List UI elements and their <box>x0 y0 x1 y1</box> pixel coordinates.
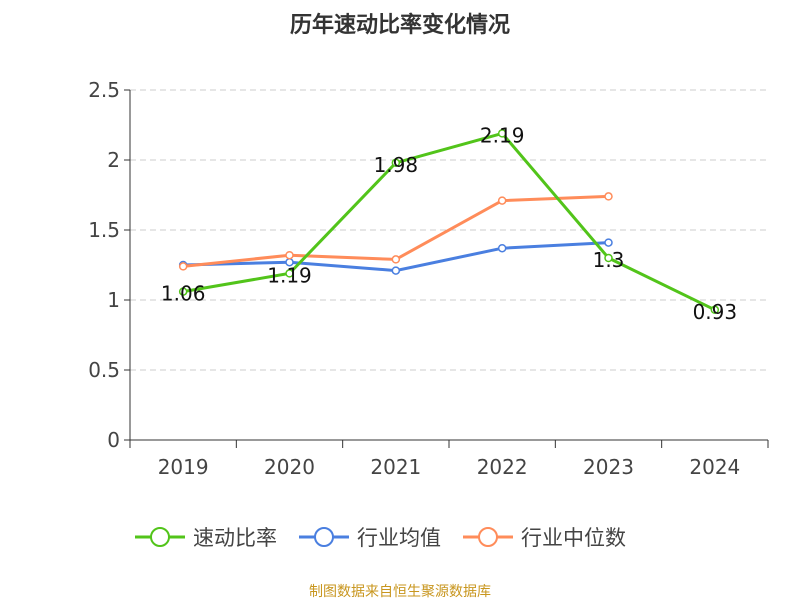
y-tick-label: 0 <box>107 428 120 452</box>
data-point[interactable] <box>391 255 401 264</box>
x-tick-label: 2020 <box>264 455 315 479</box>
legend-circle-icon <box>478 527 498 547</box>
data-point[interactable] <box>391 158 401 168</box>
legend-item-0[interactable]: 速动比率 <box>135 526 277 550</box>
legend-circle-icon <box>314 527 334 547</box>
series-line-0 <box>182 131 716 312</box>
data-label: 1.19 <box>267 263 312 287</box>
chart-title: 历年速动比率变化情况 <box>290 12 510 38</box>
data-point[interactable] <box>497 243 507 253</box>
data-point[interactable] <box>710 305 720 315</box>
data-point[interactable] <box>178 262 188 271</box>
legend-circle-icon <box>150 527 170 547</box>
data-label: 1.06 <box>161 282 206 306</box>
x-tick-label: 2021 <box>370 455 421 479</box>
x-tick-label: 2019 <box>158 455 209 479</box>
y-tick-label: 1 <box>107 288 120 312</box>
data-label: 1.98 <box>374 153 419 177</box>
x-tick-label: 2023 <box>583 455 634 479</box>
source-note: 制图数据来自恒生聚源数据库 <box>309 584 491 600</box>
data-point[interactable] <box>604 253 613 263</box>
data-label: 2.19 <box>480 123 525 147</box>
legend-label: 行业中位数 <box>521 526 626 550</box>
data-point[interactable] <box>497 196 507 205</box>
data-label: 1.3 <box>593 248 625 272</box>
legend-item-1[interactable]: 行业均值 <box>299 526 441 550</box>
data-point[interactable] <box>285 269 294 278</box>
y-tick-label: 2.5 <box>88 78 120 102</box>
x-tick-label: 2022 <box>477 455 528 479</box>
data-point[interactable] <box>604 192 613 201</box>
legend-item-2[interactable]: 行业中位数 <box>463 526 626 550</box>
legend-label: 速动比率 <box>193 526 277 550</box>
data-label: 0.93 <box>693 300 738 324</box>
y-tick-label: 1.5 <box>88 218 120 242</box>
data-point[interactable] <box>604 238 613 247</box>
y-tick-label: 0.5 <box>88 358 120 382</box>
data-point[interactable] <box>391 266 401 275</box>
data-point[interactable] <box>178 287 188 296</box>
legend-label: 行业均值 <box>357 526 441 550</box>
data-point[interactable] <box>497 129 507 138</box>
data-point[interactable] <box>285 250 294 260</box>
x-tick-label: 2024 <box>689 455 740 479</box>
y-tick-label: 2 <box>107 148 120 172</box>
